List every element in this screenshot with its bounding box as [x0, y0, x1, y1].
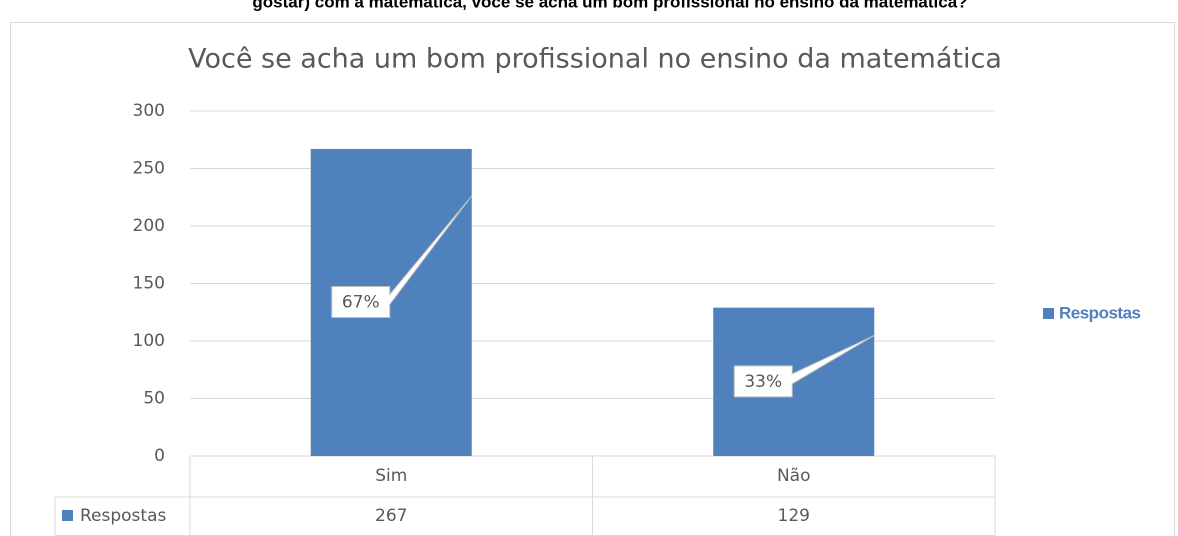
chart-frame — [10, 22, 1175, 536]
caption: gostar) com a matemática, você se acha u… — [252, 0, 967, 11]
callout — [331, 195, 473, 318]
legend-label: Respostas — [1059, 303, 1141, 322]
data-label: 67% — [342, 292, 380, 312]
data-label: 33% — [744, 372, 782, 392]
y-tick-label: 250 — [133, 159, 165, 179]
table-legend-key — [62, 510, 73, 521]
y-tick-label: 200 — [133, 216, 165, 236]
legend-key — [1043, 308, 1054, 319]
y-tick-label: 300 — [133, 101, 165, 121]
chart-title: Você se acha um bom profissional no ensi… — [188, 44, 1002, 75]
x-tick-label: Não — [777, 466, 811, 486]
y-tick-label: 150 — [133, 274, 165, 294]
x-tick-label: Sim — [375, 466, 407, 486]
table-series-name: Respostas — [80, 506, 166, 526]
y-tick-label: 0 — [154, 446, 165, 466]
y-tick-label: 100 — [133, 331, 165, 351]
table-value: 267 — [375, 506, 407, 526]
table-value: 129 — [778, 506, 810, 526]
y-tick-label: 50 — [143, 389, 165, 409]
callout — [733, 334, 875, 398]
